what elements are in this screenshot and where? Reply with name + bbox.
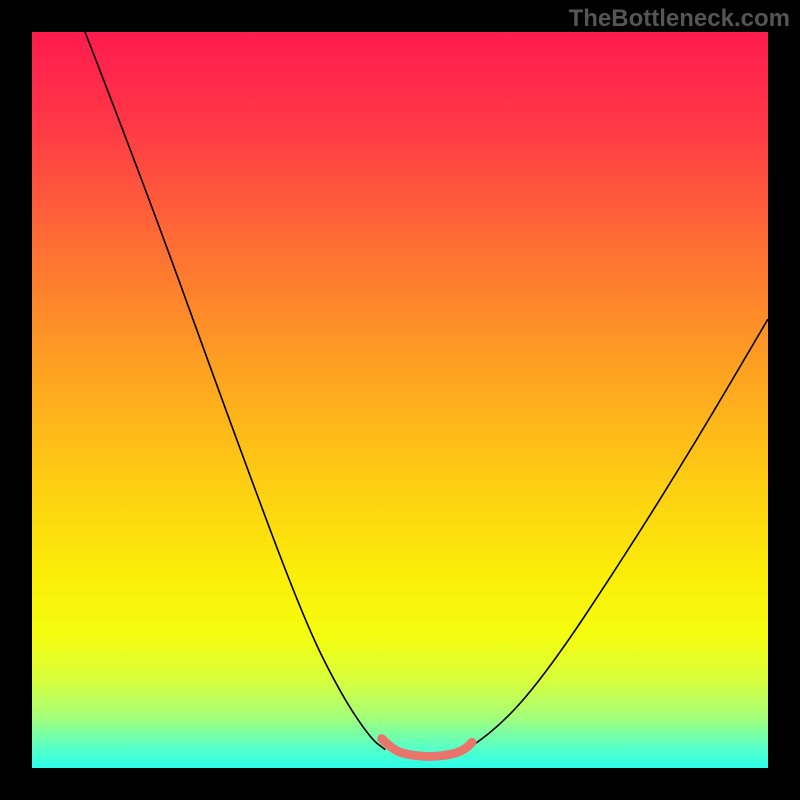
plot-area bbox=[32, 32, 768, 768]
watermark-text: TheBottleneck.com bbox=[569, 5, 790, 33]
heatmap-background bbox=[32, 32, 768, 768]
chart-canvas: TheBottleneck.com bbox=[0, 0, 800, 800]
bottleneck-curve-chart bbox=[32, 32, 768, 768]
